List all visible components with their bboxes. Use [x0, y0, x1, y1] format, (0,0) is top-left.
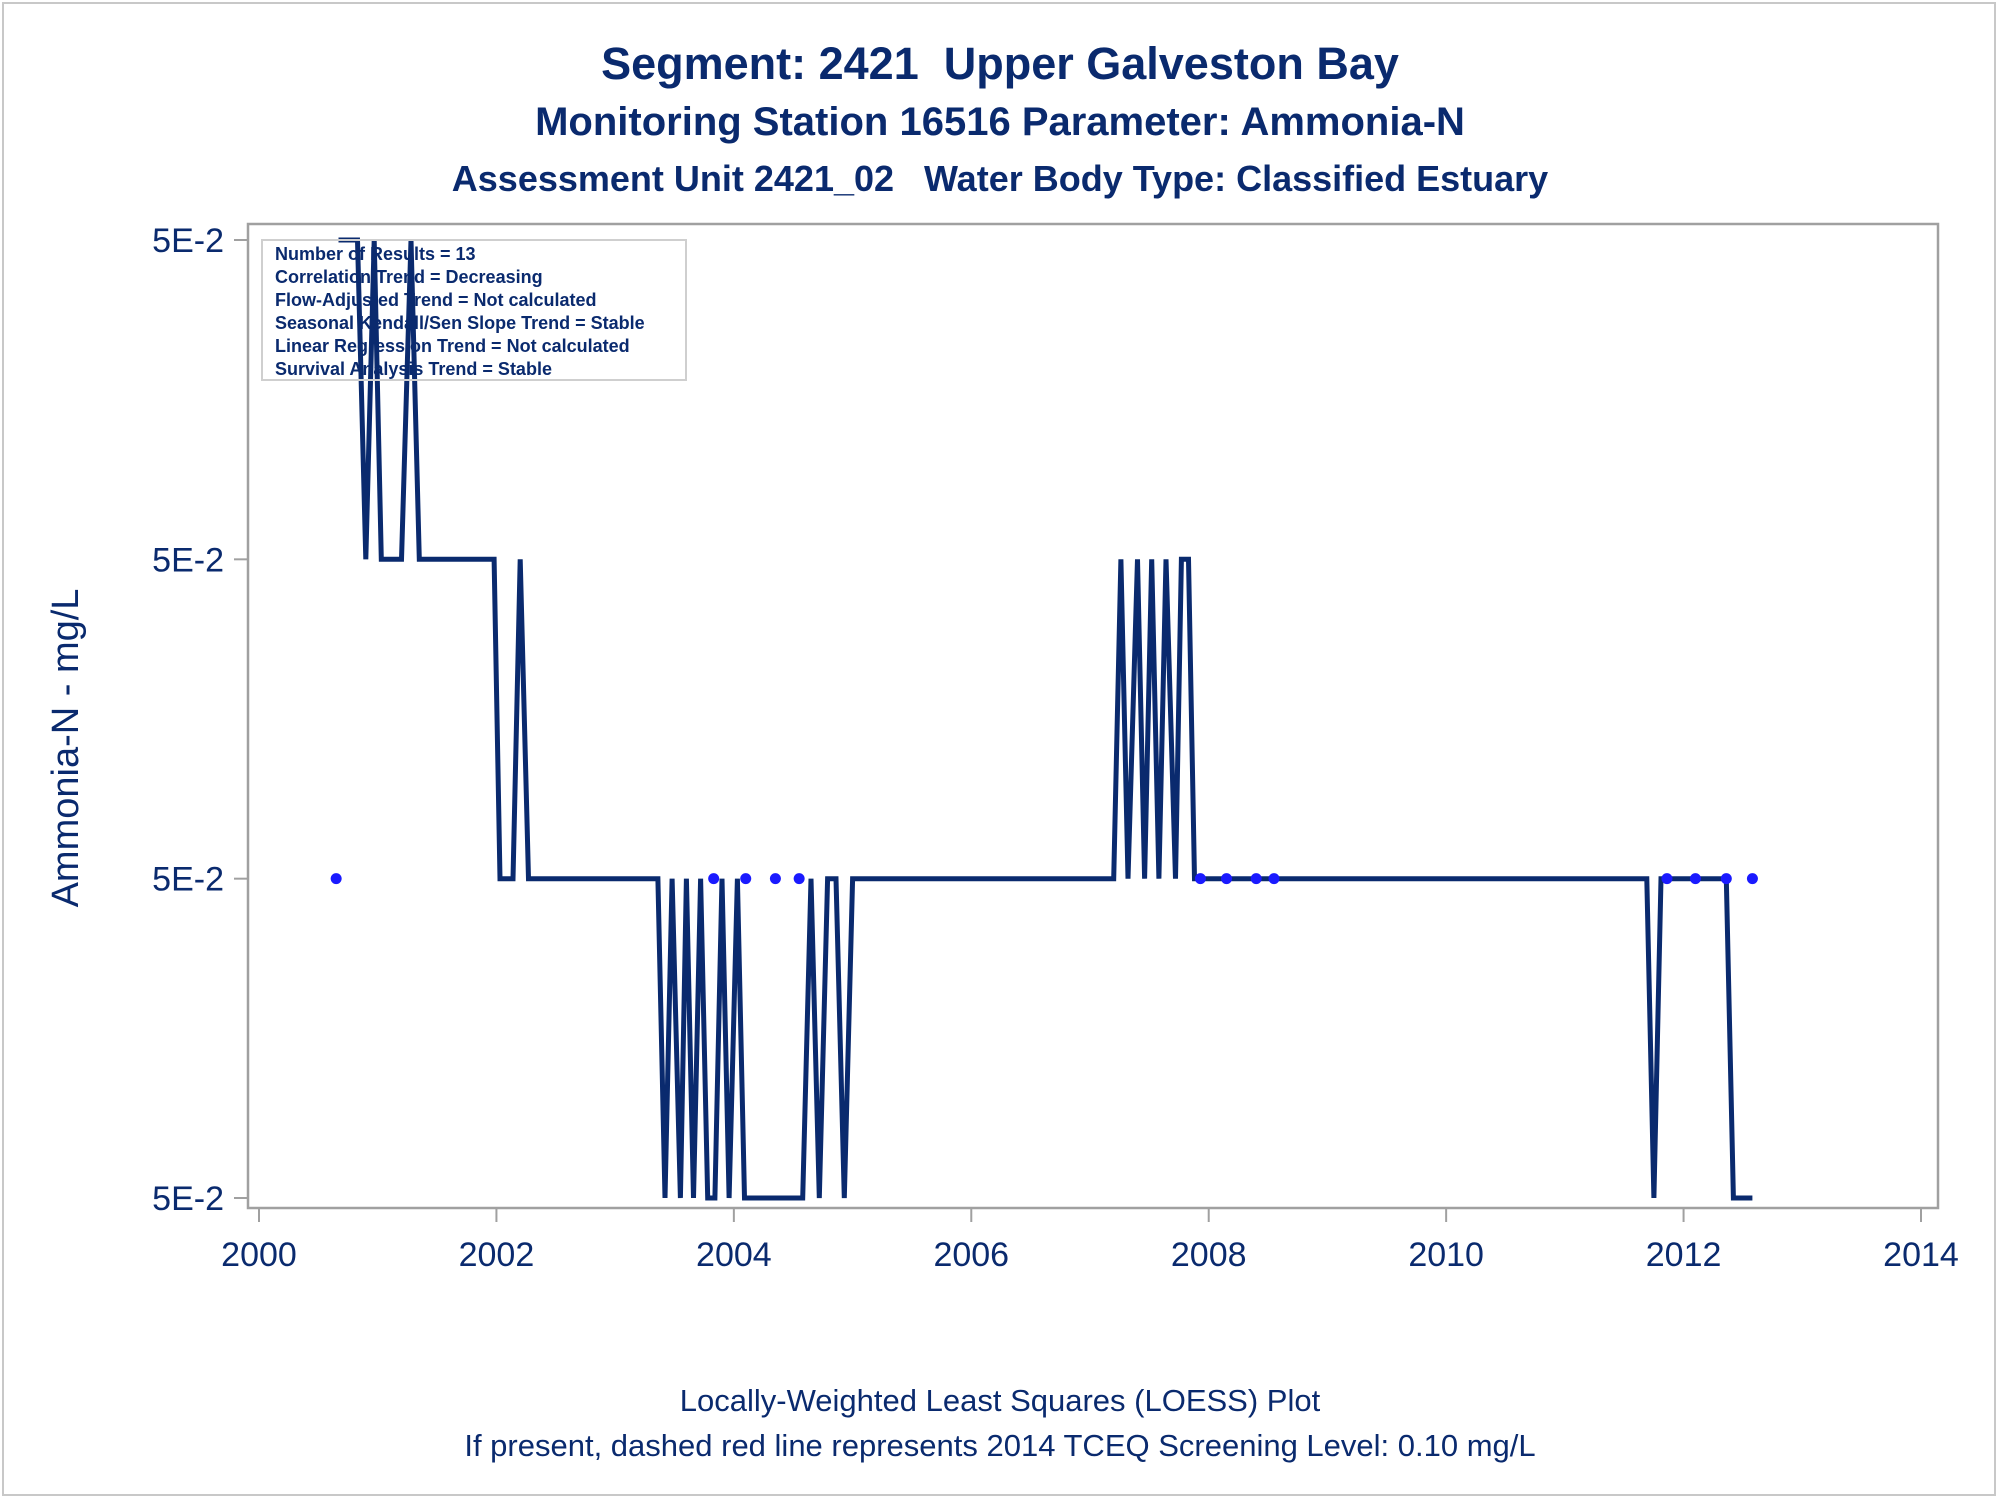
data-point	[740, 873, 752, 885]
footnote-loess: Locally-Weighted Least Squares (LOESS) P…	[679, 1383, 1321, 1418]
plot-area	[246, 222, 1940, 1210]
x-tick-label: 2012	[1646, 1236, 1722, 1274]
data-point	[793, 873, 805, 885]
chart-subtitle-assessment: Assessment Unit 2421_02 Water Body Type:…	[451, 158, 1549, 199]
x-tick-label: 2006	[933, 1236, 1009, 1274]
data-point	[769, 873, 781, 885]
data-point	[1720, 873, 1732, 885]
x-tick-label: 2000	[221, 1236, 297, 1274]
stats-line: Flow-Adjusted Trend = Not calculated	[275, 290, 597, 310]
data-point	[708, 873, 720, 885]
data-point	[1746, 873, 1758, 885]
chart-subtitle-station: Monitoring Station 16516 Parameter: Ammo…	[535, 100, 1465, 144]
y-tick-label: 5E-2	[152, 1180, 224, 1218]
x-tick-label: 2002	[459, 1236, 535, 1274]
data-point	[1661, 873, 1673, 885]
data-point	[1194, 873, 1206, 885]
stats-line: Number of Results = 13	[275, 244, 476, 264]
stats-line: Linear Regression Trend = Not calculated	[275, 336, 630, 356]
y-tick-label: 5E-2	[152, 861, 224, 899]
stats-line: Correlation Trend = Decreasing	[275, 267, 543, 287]
y-axis-label: Ammonia-N - mg/L	[45, 589, 87, 908]
x-tick-label: 2004	[696, 1236, 772, 1274]
data-point	[1689, 873, 1701, 885]
series-points-group	[330, 873, 1758, 885]
data-point	[1268, 873, 1280, 885]
x-tick-label: 2010	[1408, 1236, 1484, 1274]
data-point	[1221, 873, 1233, 885]
stats-box-frame	[261, 239, 687, 381]
loess-line	[338, 237, 1753, 1201]
data-point	[330, 873, 342, 885]
x-tick-label: 2008	[1171, 1236, 1247, 1274]
series-line-group	[338, 237, 1753, 1201]
plot-frame	[246, 222, 1940, 1210]
x-tick-label: 2014	[1883, 1236, 1959, 1274]
y-tick-label: 5E-2	[152, 541, 224, 579]
stats-line: Survival Analysis Trend = Stable	[275, 359, 552, 379]
chart-title: Segment: 2421 Upper Galveston Bay	[601, 38, 1399, 89]
axis-ticks: 2000 2002 2004 2006 2008 2010 2012 2014 5E-2 5E-2…	[152, 222, 1959, 1274]
data-point	[1250, 873, 1262, 885]
stats-box: Number of Results = 13 Correlation Trend …	[261, 239, 687, 381]
footnote-screening-level: If present, dashed red line represents 2…	[464, 1428, 1536, 1463]
y-tick-label: 5E-2	[152, 222, 224, 260]
stats-line: Seasonal Kendall/Sen Slope Trend = Stabl…	[275, 313, 645, 333]
